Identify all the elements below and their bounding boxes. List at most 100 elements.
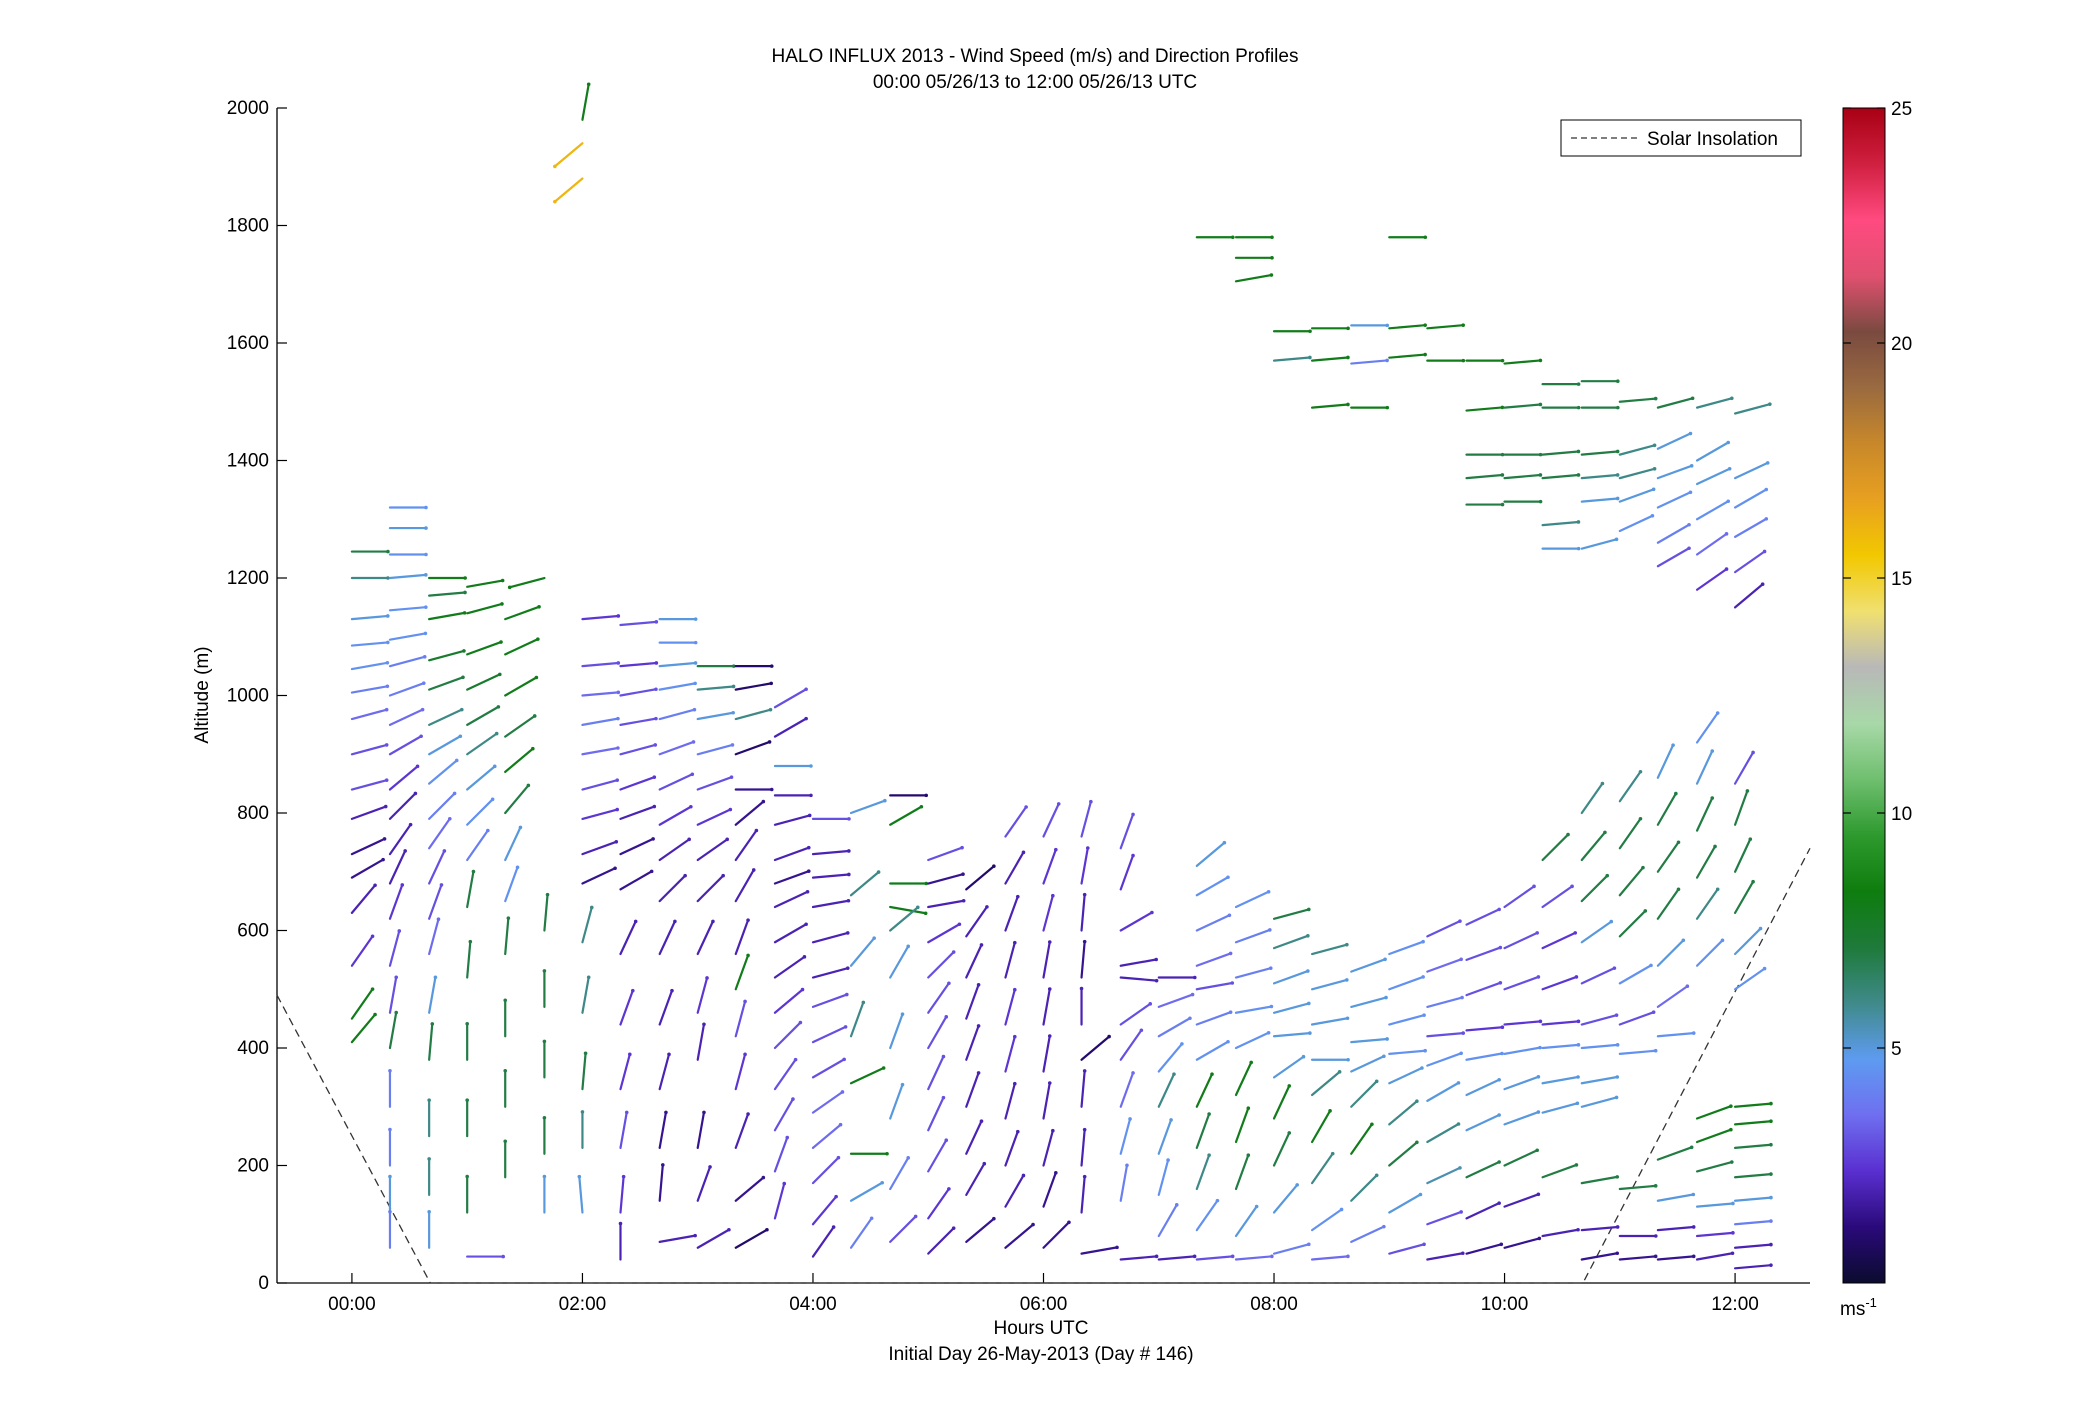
wind-barb-head bbox=[1461, 1031, 1465, 1035]
wind-barb bbox=[658, 838, 691, 862]
wind-barb bbox=[1004, 988, 1016, 1026]
wind-barb bbox=[811, 873, 850, 879]
wind-barb bbox=[1195, 876, 1230, 897]
wind-barb bbox=[1080, 800, 1092, 838]
wind-barb-head bbox=[1538, 1019, 1543, 1024]
wind-barb-head bbox=[1576, 449, 1581, 454]
wind-barb-head bbox=[1169, 1118, 1173, 1122]
y-axis-label: Altitude (m) bbox=[192, 646, 213, 743]
wind-barb-head bbox=[1306, 1242, 1311, 1247]
wind-barb-head bbox=[1301, 1054, 1306, 1059]
wind-barb bbox=[428, 735, 462, 756]
wind-barb bbox=[1695, 1231, 1735, 1238]
wind-barb-head bbox=[1713, 844, 1717, 849]
wind-barb bbox=[1503, 403, 1542, 409]
wind-barb-head bbox=[769, 787, 774, 792]
wind-barb-head bbox=[765, 1227, 769, 1232]
wind-barb-head bbox=[880, 1180, 884, 1185]
wind-barb bbox=[1234, 1154, 1250, 1191]
y-tick-label: 1600 bbox=[227, 333, 269, 354]
chart-subtitle: 00:00 05/26/13 to 12:00 05/26/13 UTC bbox=[873, 72, 1197, 93]
wind-barb-head bbox=[785, 1135, 790, 1140]
wind-barb-head bbox=[424, 505, 428, 510]
wind-barb-head bbox=[1615, 473, 1620, 477]
y-tick-label: 400 bbox=[237, 1038, 269, 1059]
wind-barb-head bbox=[834, 1194, 838, 1199]
wind-barb-head bbox=[1148, 1002, 1153, 1006]
wind-barb-head bbox=[1346, 1057, 1350, 1062]
wind-barb bbox=[1234, 1061, 1253, 1097]
wind-barb bbox=[1656, 1255, 1695, 1261]
wind-barb-head bbox=[1422, 1013, 1426, 1017]
wind-barb-head bbox=[1423, 323, 1427, 327]
wind-barb-head bbox=[542, 1174, 547, 1179]
wind-barb-head bbox=[743, 1052, 747, 1057]
wind-barb-head bbox=[913, 1214, 918, 1219]
wind-barb-head bbox=[1125, 1163, 1129, 1168]
wind-barb-head bbox=[1724, 532, 1729, 536]
wind-barb-head bbox=[1720, 938, 1725, 943]
wind-barb bbox=[889, 1156, 910, 1191]
wind-barb bbox=[428, 918, 440, 956]
wind-barb-head bbox=[1024, 805, 1028, 809]
wind-barb bbox=[696, 1228, 730, 1249]
wind-barb-head bbox=[1650, 513, 1655, 518]
colorbar-tick-label: 20 bbox=[1891, 334, 1912, 355]
wind-barb bbox=[1234, 1255, 1273, 1261]
wind-barb-head bbox=[1374, 1173, 1379, 1178]
wind-barb bbox=[1733, 550, 1766, 574]
wind-barb bbox=[696, 1023, 706, 1061]
wind-barb bbox=[1503, 1020, 1542, 1026]
wind-barb-head bbox=[1574, 975, 1579, 979]
wind-barb-head bbox=[1047, 1081, 1052, 1085]
wind-barb-head bbox=[1731, 1201, 1735, 1206]
wind-barb bbox=[619, 743, 657, 756]
wind-barb-head bbox=[1269, 1004, 1274, 1009]
wind-barb bbox=[466, 829, 489, 862]
wind-barb bbox=[889, 805, 923, 826]
wind-barb-head bbox=[708, 1165, 712, 1169]
wind-barb-head bbox=[1574, 1163, 1579, 1167]
wind-barb-head bbox=[613, 866, 617, 871]
wind-barb bbox=[1695, 796, 1714, 832]
wind-barb bbox=[1042, 987, 1051, 1026]
y-tick-label: 1200 bbox=[227, 568, 269, 589]
wind-barb-head bbox=[500, 578, 505, 583]
wind-barb-head bbox=[494, 731, 499, 736]
wind-barb bbox=[350, 858, 385, 879]
wind-barb-head bbox=[1612, 966, 1617, 970]
wind-barb bbox=[1157, 1203, 1178, 1238]
wind-barb bbox=[1080, 893, 1086, 932]
wind-barb-head bbox=[1172, 1072, 1176, 1076]
wind-barb bbox=[1656, 888, 1680, 920]
wind-barb bbox=[1733, 403, 1771, 415]
wind-barb-head bbox=[1538, 402, 1543, 407]
wind-barb bbox=[581, 83, 590, 121]
wind-barb-head bbox=[1676, 887, 1681, 892]
wind-barb-head bbox=[802, 955, 807, 959]
wind-barb-head bbox=[515, 865, 520, 870]
wind-barb-head bbox=[616, 690, 621, 695]
wind-barb bbox=[1580, 1175, 1619, 1185]
wind-barb-head bbox=[919, 804, 924, 809]
wind-barb bbox=[1195, 1040, 1230, 1061]
wind-barb-head bbox=[746, 1112, 750, 1116]
wind-barb bbox=[1042, 1171, 1057, 1208]
wind-barb-head bbox=[1769, 1172, 1773, 1176]
wind-barb-head bbox=[382, 837, 387, 841]
wind-barb-head bbox=[1166, 1158, 1170, 1162]
wind-barb bbox=[428, 792, 456, 820]
wind-barb-head bbox=[761, 799, 766, 804]
wind-barb-head bbox=[388, 1068, 392, 1073]
wind-barb-head bbox=[1758, 926, 1763, 931]
wind-barb-head bbox=[1015, 1129, 1020, 1134]
wind-barb-head bbox=[806, 845, 811, 850]
wind-barb bbox=[1426, 324, 1465, 330]
wind-barb-head bbox=[1710, 749, 1715, 753]
wind-barb bbox=[1350, 1037, 1389, 1044]
wind-barb bbox=[658, 773, 694, 791]
wind-barb-head bbox=[900, 1012, 905, 1016]
wind-barb-head bbox=[1268, 928, 1272, 932]
wind-barb-head bbox=[743, 999, 747, 1004]
wind-barb bbox=[350, 1013, 377, 1044]
